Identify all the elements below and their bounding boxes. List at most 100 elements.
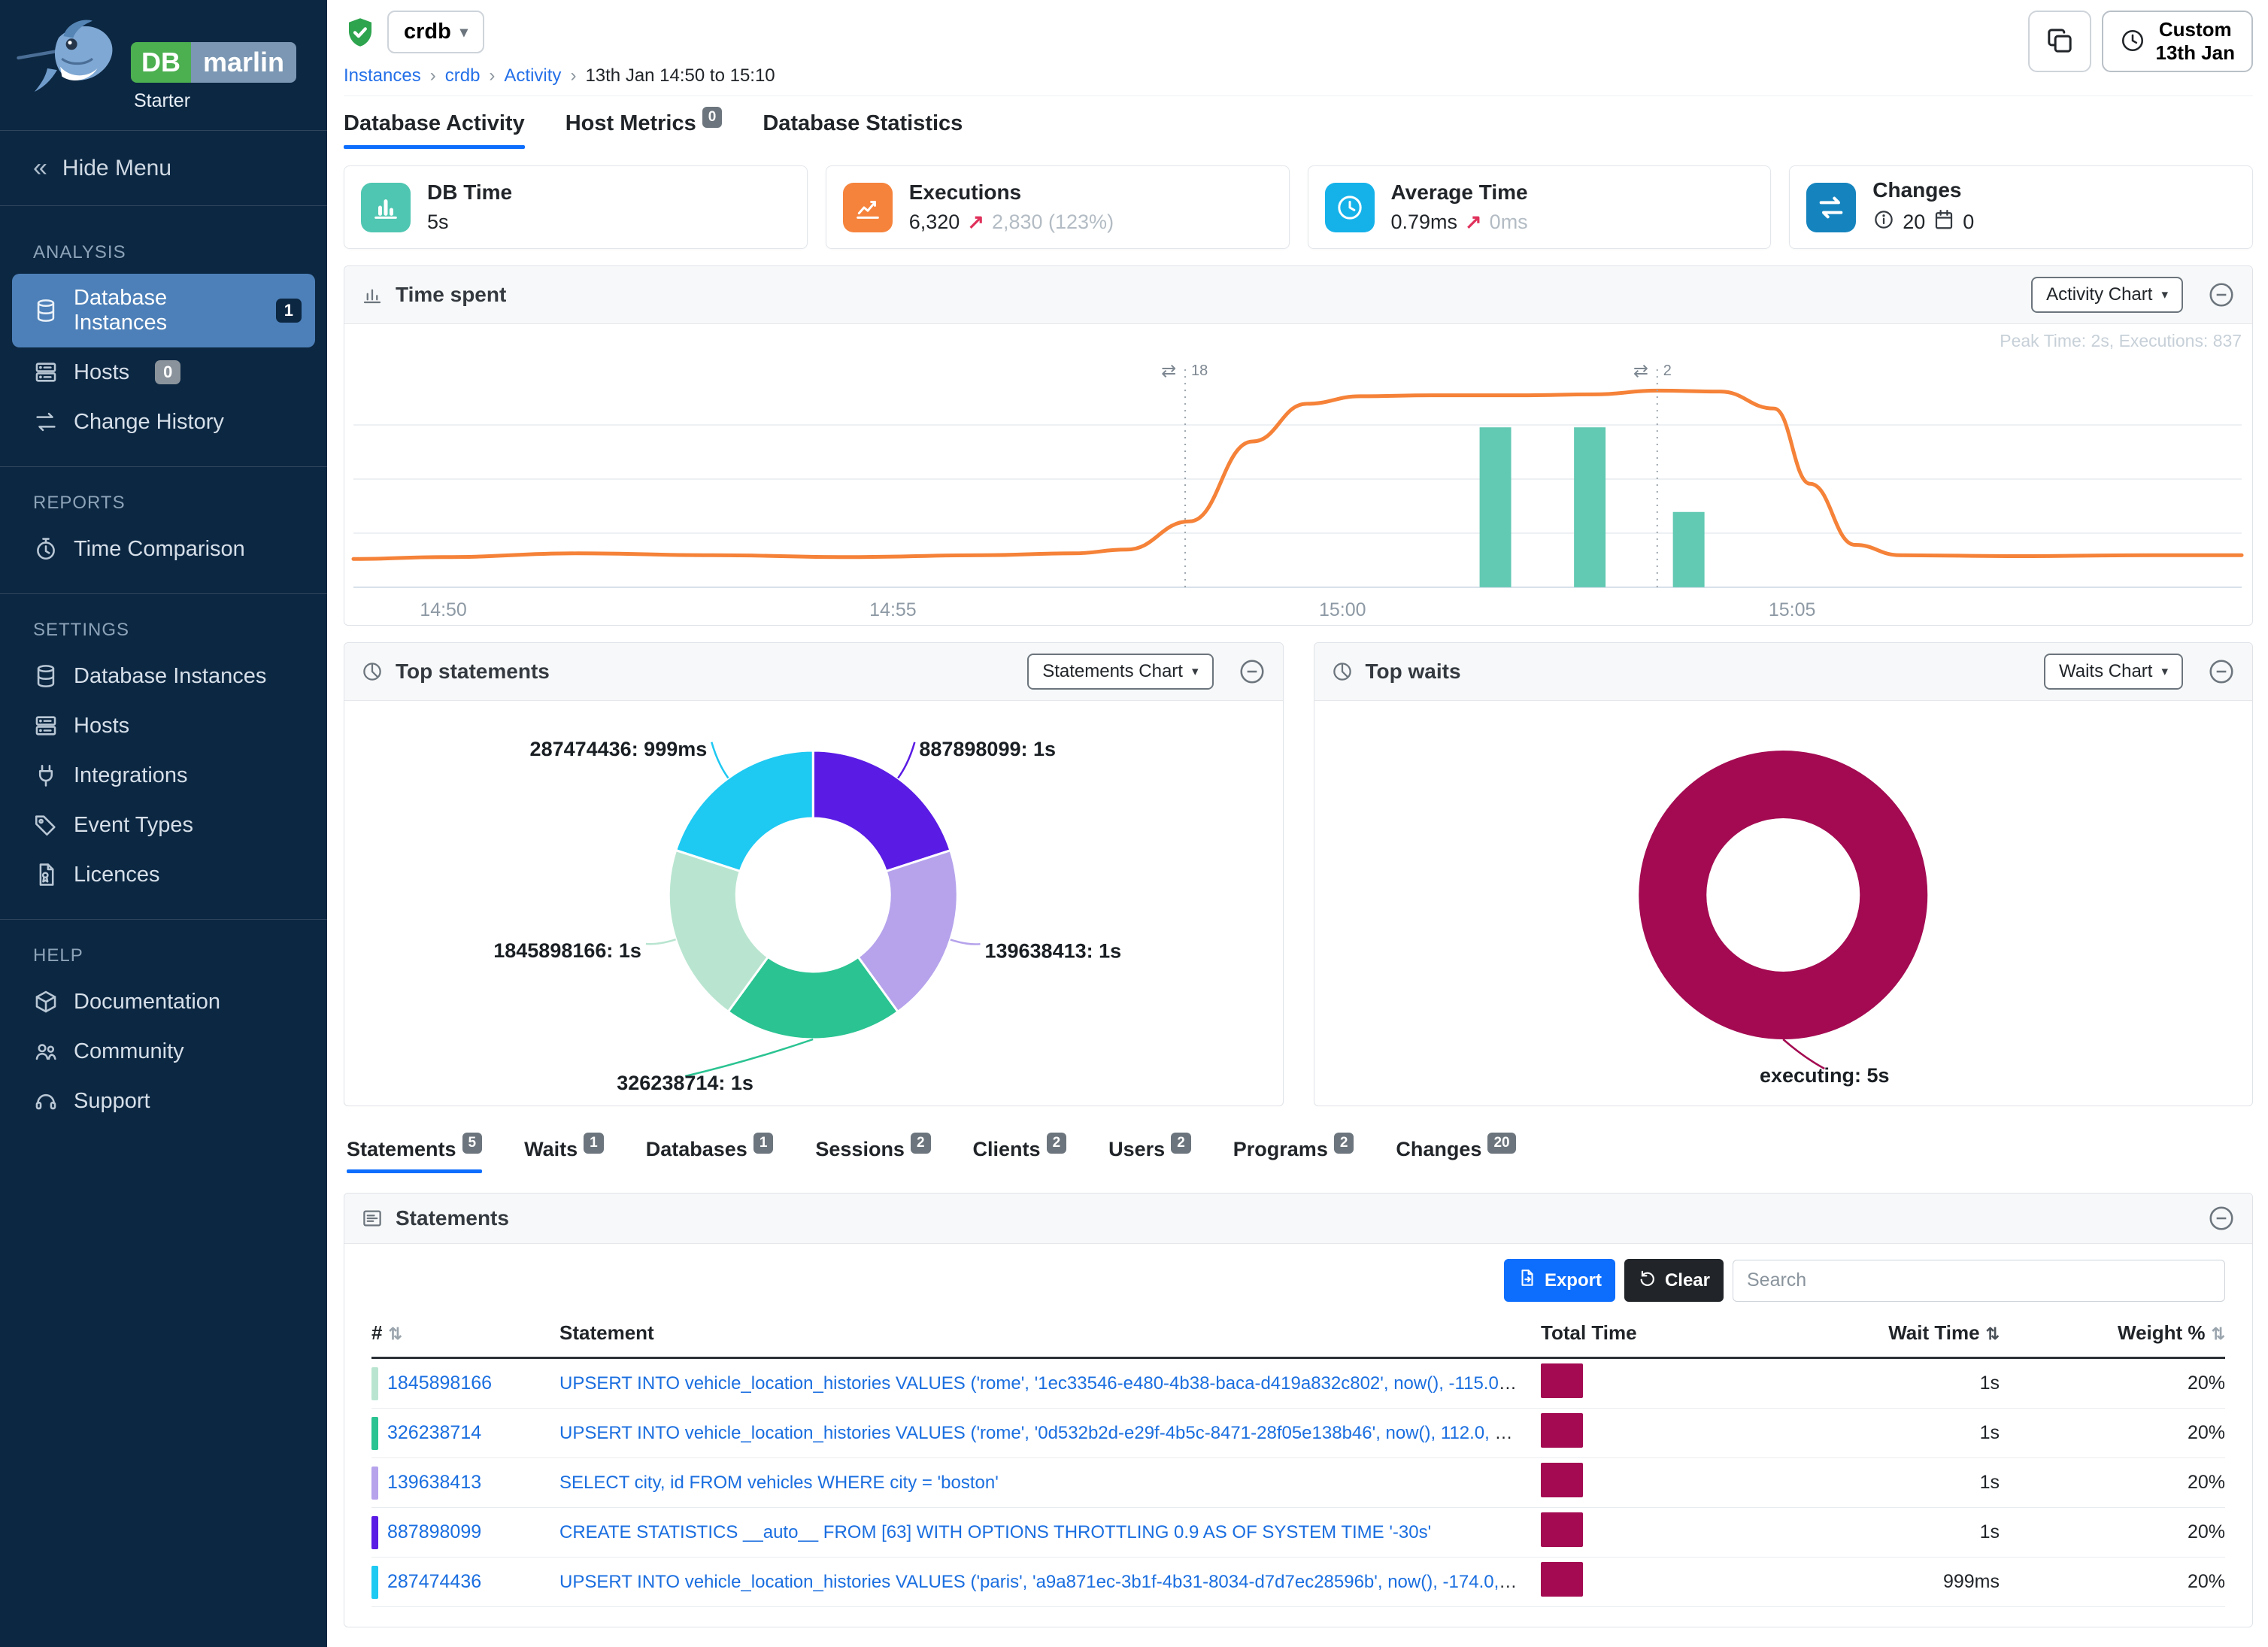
donut-slice[interactable]	[1638, 751, 1927, 1039]
column-header-id[interactable]: # ⇅	[371, 1321, 402, 1344]
sidebar-item-hosts[interactable]: Hosts 0	[0, 347, 327, 397]
count-badge: 2	[1171, 1133, 1191, 1154]
sidebar-item-time-comparison[interactable]: Time Comparison	[0, 524, 327, 574]
sidebar-item-hosts[interactable]: Hosts	[0, 701, 327, 751]
change-marker-icon: ⇄	[1633, 361, 1648, 381]
label-leader-line	[1781, 1039, 1825, 1070]
weight-value: 20%	[2187, 1422, 2225, 1443]
donut-slice-0[interactable]	[811, 749, 952, 873]
breadcrumb-item[interactable]: Instances	[344, 65, 421, 86]
waits-chart-select[interactable]: Waits Chart ▾	[2043, 654, 2183, 690]
chevrons-left-icon: «	[33, 153, 47, 182]
brand: DB marlin Starter	[0, 0, 327, 120]
activity-chart-select[interactable]: Activity Chart ▾	[2031, 277, 2183, 313]
donut-slice-3[interactable]	[667, 848, 770, 1014]
kpi-title: Changes	[1872, 178, 1962, 202]
statement-id-link[interactable]: 287474436	[387, 1571, 482, 1592]
executions-bar	[1672, 511, 1705, 587]
health-shield-icon	[344, 16, 377, 49]
sidebar-item-database-instances[interactable]: Database Instances	[0, 651, 327, 701]
statement-text-link[interactable]: CREATE STATISTICS __auto__ FROM [63] WIT…	[559, 1521, 1432, 1542]
statement-text-link[interactable]: UPSERT INTO vehicle_location_histories V…	[559, 1422, 1532, 1443]
detail-tab-changes[interactable]: Changes 20	[1396, 1133, 1516, 1173]
x-tick-label: 15:05	[1769, 599, 1815, 620]
detail-tab-waits[interactable]: Waits 1	[524, 1133, 604, 1173]
donut-slice-1[interactable]	[857, 848, 959, 1014]
detail-tab-sessions[interactable]: Sessions 2	[815, 1133, 931, 1173]
statement-text-link[interactable]: UPSERT INTO vehicle_location_histories V…	[559, 1372, 1541, 1394]
tab-host-metrics[interactable]: Host Metrics 0	[565, 107, 723, 149]
label-leader-line	[711, 742, 729, 779]
detail-tab-clients[interactable]: Clients 2	[973, 1133, 1067, 1173]
chevron-down-icon: ▾	[2161, 287, 2168, 302]
sidebar-item-integrations[interactable]: Integrations	[0, 751, 327, 800]
collapse-button[interactable]	[2207, 281, 2236, 309]
collapse-button[interactable]	[1238, 657, 1266, 686]
kpi-title: Executions	[908, 180, 1022, 204]
sidebar-item-community[interactable]: Community	[0, 1027, 327, 1076]
weight-value: 20%	[2187, 1372, 2225, 1394]
column-header-total-time[interactable]: Total Time	[1541, 1321, 1637, 1344]
chevron-down-icon: ▾	[459, 24, 468, 41]
instance-selector[interactable]: crdb ▾	[387, 11, 484, 53]
sidebar-item-licences[interactable]: Licences	[0, 850, 327, 899]
trend-up-icon: ↗	[1465, 211, 1482, 233]
statement-text-link[interactable]: UPSERT INTO vehicle_location_histories V…	[559, 1571, 1541, 1592]
count-badge: 0	[702, 107, 723, 128]
detail-tab-statements[interactable]: Statements 5	[347, 1133, 483, 1173]
statement-id-link[interactable]: 887898099	[387, 1521, 482, 1542]
detail-tab-users[interactable]: Users 2	[1108, 1133, 1191, 1173]
breadcrumb: Instances › crdb › Activity › 13th Jan 14:50 t…	[344, 65, 775, 86]
statement-id-link[interactable]: 326238714	[387, 1422, 482, 1443]
column-header-statement[interactable]: Statement	[559, 1321, 654, 1344]
donut-slice-2[interactable]	[726, 955, 900, 1041]
statements-chart-select[interactable]: Statements Chart ▾	[1027, 654, 1214, 690]
server-icon	[33, 359, 59, 385]
weight-value: 20%	[2187, 1571, 2225, 1592]
column-header-weight[interactable]: Weight % ⇅	[2118, 1321, 2225, 1344]
export-button[interactable]: Export	[1503, 1259, 1615, 1302]
kpi-calendar-count: 0	[1963, 211, 1975, 233]
wait-time-value: 1s	[1979, 1372, 2000, 1394]
clear-button[interactable]: Clear	[1624, 1259, 1724, 1302]
line-chart-icon	[842, 182, 893, 232]
hide-menu-button[interactable]: « Hide Menu	[33, 153, 171, 182]
tab-database-statistics[interactable]: Database Statistics	[763, 111, 963, 135]
kpi-row: DB Time 5s Executions 6,320 ↗ 2,830 (123%) Ave…	[344, 165, 2253, 249]
donut-label: 326238714: 1s	[617, 1072, 753, 1094]
wait-time-value: 1s	[1979, 1521, 2000, 1542]
swap-bold-icon	[1806, 182, 1857, 232]
tab-database-activity[interactable]: Database Activity	[344, 111, 525, 149]
statement-id-link[interactable]: 1845898166	[387, 1372, 493, 1394]
x-tick-label: 14:55	[869, 599, 916, 620]
donut-slice-4[interactable]	[674, 749, 814, 873]
stopwatch-icon	[33, 536, 59, 562]
people-icon	[33, 1039, 59, 1064]
collapse-button[interactable]	[2207, 1204, 2236, 1233]
column-header-wait-time[interactable]: Wait Time ⇅	[1888, 1321, 2000, 1344]
detail-tab-databases[interactable]: Databases 1	[646, 1133, 774, 1173]
search-input[interactable]	[1733, 1259, 2225, 1302]
sidebar-item-support[interactable]: Support	[0, 1076, 327, 1126]
sidebar-item-change-history[interactable]: Change History	[0, 397, 327, 447]
total-time-bar	[1541, 1463, 1583, 1497]
copy-link-button[interactable]	[2027, 11, 2091, 73]
headset-icon	[33, 1088, 59, 1114]
sort-icon: ⇅	[2211, 1324, 2225, 1343]
time-range-button[interactable]: Custom 13th Jan	[2101, 11, 2253, 73]
statement-id-link[interactable]: 139638413	[387, 1472, 482, 1493]
sidebar-item-event-types[interactable]: Event Types	[0, 800, 327, 850]
copy-icon	[2045, 26, 2075, 58]
statement-color-chip	[371, 1515, 378, 1549]
kpi-value: 0.79ms	[1390, 211, 1458, 233]
change-marker-count: 2	[1663, 362, 1672, 379]
statement-text-link[interactable]: SELECT city, id FROM vehicles WHERE city…	[559, 1472, 999, 1493]
breadcrumb-item[interactable]: Activity	[504, 65, 562, 86]
sidebar-item-documentation[interactable]: Documentation	[0, 977, 327, 1027]
sidebar-item-database-instances[interactable]: Database Instances 1	[12, 274, 315, 347]
sidebar-section-title: SETTINGS	[33, 620, 130, 640]
collapse-button[interactable]	[2207, 657, 2236, 686]
detail-tab-programs[interactable]: Programs 2	[1233, 1133, 1354, 1173]
sidebar-section-title: HELP	[33, 945, 83, 966]
breadcrumb-item[interactable]: crdb	[444, 65, 481, 86]
